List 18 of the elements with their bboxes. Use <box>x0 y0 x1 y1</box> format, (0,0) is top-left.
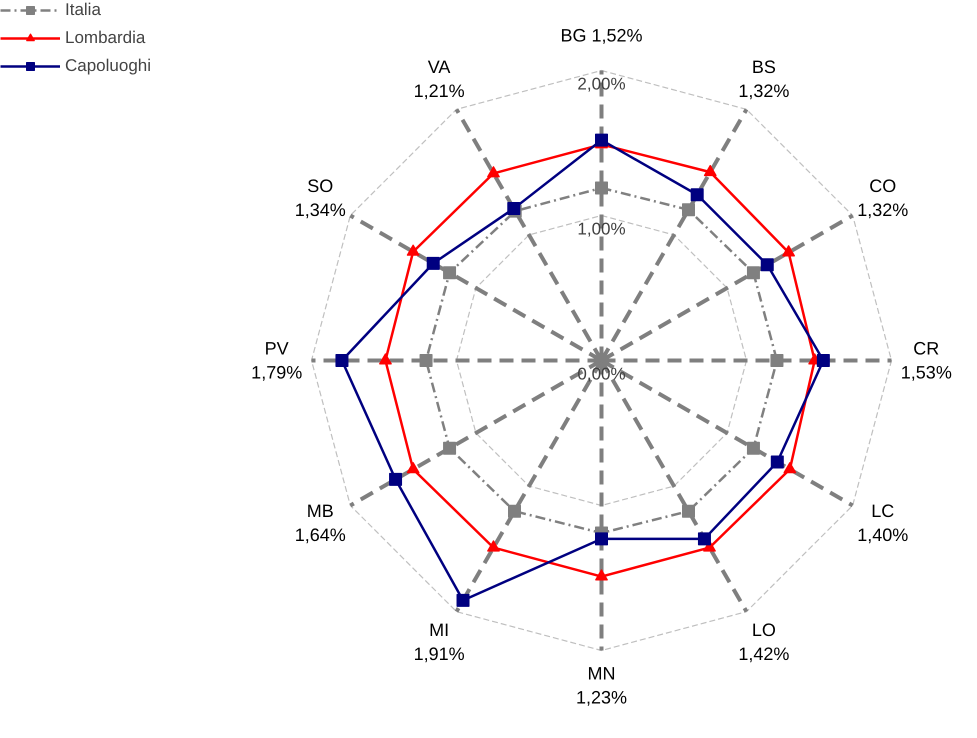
spoke-label: PV 1,79% <box>251 338 302 382</box>
legend-label: Italia <box>65 0 101 20</box>
y-tick-label: 0,00% <box>577 364 626 384</box>
spoke-label: CO 1,32% <box>857 176 908 220</box>
spoke-label: MI 1,91% <box>414 620 465 664</box>
y-tick-label: 1,00% <box>577 220 626 238</box>
spoke-label: BS 1,32% <box>738 57 790 102</box>
spoke-label: MB 1,64% <box>294 500 346 545</box>
spoke-label: MN 1,23% <box>576 663 628 708</box>
y-tick-label: 2,00% <box>577 74 626 94</box>
spoke-label: BG 1,52% <box>560 26 643 46</box>
legend-label: Lombardia <box>65 28 146 48</box>
spoke-label: LC 1,40% <box>857 500 908 545</box>
spoke-label: SO 1,34% <box>294 176 346 220</box>
spoke-label: CR 1,53% <box>900 338 952 382</box>
legend-label: Capoluoghi <box>65 56 152 76</box>
spoke-label: LO 1,42% <box>738 620 790 664</box>
spoke-label: VA 1,21% <box>414 57 465 102</box>
